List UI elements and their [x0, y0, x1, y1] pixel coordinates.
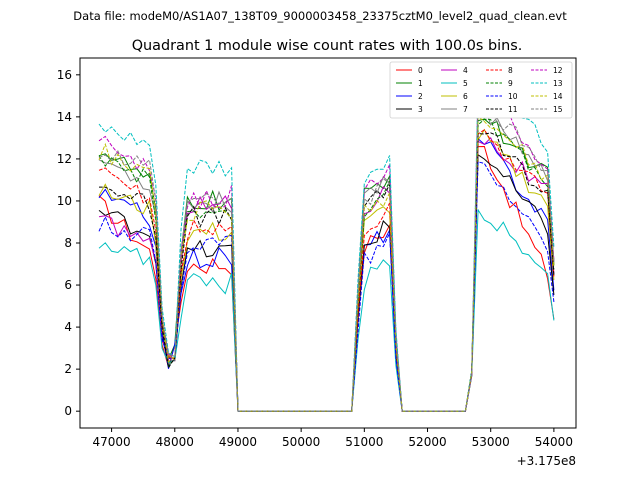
legend-label-4: 4 [463, 66, 468, 75]
y-tick-label: 0 [64, 404, 72, 418]
legend-label-6: 6 [463, 92, 468, 101]
legend-label-2: 2 [418, 92, 423, 101]
plot-area: 47000 48000 49000 50000 51000 52000 53000 54000… [57, 57, 577, 468]
y-tick-label: 16 [57, 68, 72, 82]
legend-label-15: 15 [553, 105, 563, 114]
x-axis: 47000 48000 49000 50000 51000 52000 53000 54000 [92, 428, 573, 449]
y-tick-label: 4 [64, 320, 72, 334]
y-axis: 0 2 4 6 8 10 12 14 16 [57, 68, 80, 418]
x-tick-label: 50000 [282, 435, 320, 449]
x-tick-label: 52000 [408, 435, 446, 449]
legend-label-3: 3 [418, 105, 423, 114]
legend-label-1: 1 [418, 79, 423, 88]
y-tick-label: 6 [64, 278, 72, 292]
x-tick-label: 54000 [535, 435, 573, 449]
y-tick-label: 10 [57, 194, 72, 208]
axes-background [80, 58, 576, 428]
legend-label-9: 9 [508, 79, 513, 88]
y-tick-label: 12 [57, 152, 72, 166]
legend-label-12: 12 [553, 66, 563, 75]
x-tick-label: 49000 [219, 435, 257, 449]
legend-label-13: 13 [553, 79, 563, 88]
suptitle: Data file: modeM0/AS1A07_138T09_90000034… [73, 9, 567, 23]
legend-label-14: 14 [553, 92, 563, 101]
chart-title: Quadrant 1 module wise count rates with … [132, 38, 523, 54]
y-tick-label: 14 [57, 110, 72, 124]
x-offset-label: +3.175e8 [517, 454, 576, 468]
legend-label-7: 7 [463, 105, 468, 114]
legend-label-8: 8 [508, 66, 513, 75]
x-tick-label: 53000 [472, 435, 510, 449]
legend-label-11: 11 [508, 105, 518, 114]
x-tick-label: 51000 [345, 435, 383, 449]
legend-label-5: 5 [463, 79, 468, 88]
x-tick-label: 47000 [92, 435, 130, 449]
legend-label-0: 0 [418, 66, 423, 75]
legend-frame [389, 61, 573, 119]
y-tick-label: 2 [64, 362, 72, 376]
legend-label-10: 10 [508, 92, 518, 101]
y-tick-label: 8 [64, 236, 72, 250]
x-tick-label: 48000 [156, 435, 194, 449]
